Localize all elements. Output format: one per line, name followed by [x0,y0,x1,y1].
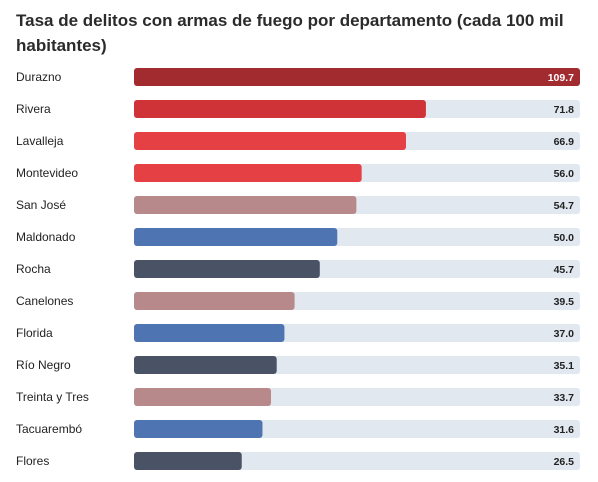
value-label: 37.0 [554,328,575,340]
bar [134,452,242,470]
value-label: 35.1 [554,360,575,372]
category-label: Canelones [16,294,73,308]
category-label: Treinta y Tres [16,390,89,404]
category-label: Maldonado [16,230,76,244]
bar [134,100,426,118]
category-label: Flores [16,454,49,468]
value-label: 56.0 [554,168,575,180]
bar [134,132,406,150]
value-label: 45.7 [554,264,575,276]
value-label: 26.5 [554,456,575,468]
value-label: 54.7 [554,200,575,212]
chart-title: Tasa de delitos con armas de fuego por d… [16,11,564,55]
category-label: Rivera [16,102,51,116]
bar [134,356,277,374]
category-label: Durazno [16,70,62,84]
bar-track [134,452,580,470]
bar [134,292,295,310]
bar [134,228,338,246]
category-label: Tacuarembó [16,422,82,436]
category-label: Río Negro [16,358,71,372]
bar [134,420,263,438]
bar [134,164,362,182]
value-label: 39.5 [554,296,575,308]
value-label: 71.8 [554,104,575,116]
bar [134,196,357,214]
category-label: Montevideo [16,166,78,180]
bar [134,388,272,406]
bar [134,260,320,278]
value-label: 109.7 [548,72,574,84]
bar [134,324,285,342]
category-label: Lavalleja [16,134,64,148]
value-label: 33.7 [554,392,575,404]
category-label: San José [16,198,66,212]
bar [134,68,580,86]
value-label: 50.0 [554,232,575,244]
value-label: 66.9 [554,136,575,148]
category-label: Rocha [16,262,51,276]
category-label: Florida [16,326,53,340]
value-label: 31.6 [554,424,575,436]
